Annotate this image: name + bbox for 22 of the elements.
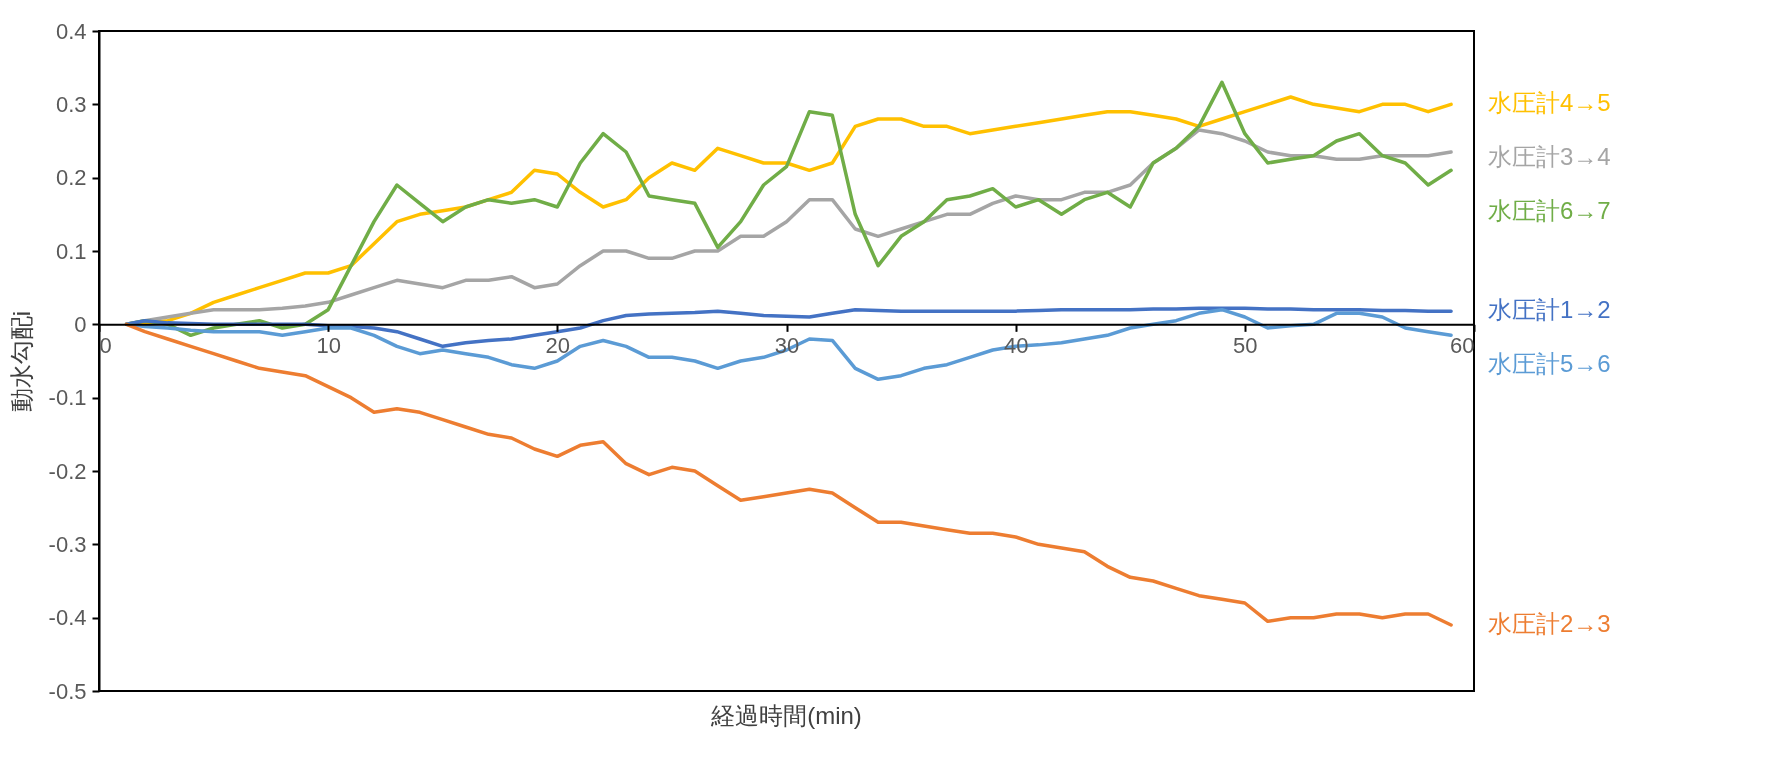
line-series — [124, 322, 1453, 627]
x-axis-title: 経過時間(min) — [710, 702, 862, 729]
y-tick-label: -0.3 — [48, 531, 87, 557]
series-label: 水圧計4→5 — [1488, 89, 1611, 117]
series-label: 水圧計1→2 — [1488, 296, 1611, 324]
series-label: 水圧計2→3 — [1488, 610, 1611, 637]
y-tick-label: 0.4 — [55, 18, 87, 44]
series-label: 水圧計3→4 — [1488, 143, 1611, 171]
y-tick-label: 0.2 — [55, 165, 87, 191]
x-tick-label: 50 — [1233, 332, 1258, 358]
y-tick-label: 0 — [74, 311, 87, 337]
y-tick-label: 0.3 — [55, 91, 87, 117]
x-tick-label: 20 — [545, 332, 571, 358]
y-tick-label: 0.1 — [55, 238, 87, 264]
y-tick-label: -0.2 — [48, 458, 87, 484]
y-axis-title: 動水勾配i — [7, 310, 35, 413]
y-tick-label: -0.1 — [48, 385, 87, 411]
series-label: 水圧計5→6 — [1488, 350, 1611, 378]
y-tick-label: -0.5 — [48, 678, 87, 704]
y-tick-label: -0.4 — [48, 605, 87, 631]
series-label: 水圧計6→7 — [1488, 197, 1611, 225]
x-tick-label: 10 — [316, 332, 341, 358]
